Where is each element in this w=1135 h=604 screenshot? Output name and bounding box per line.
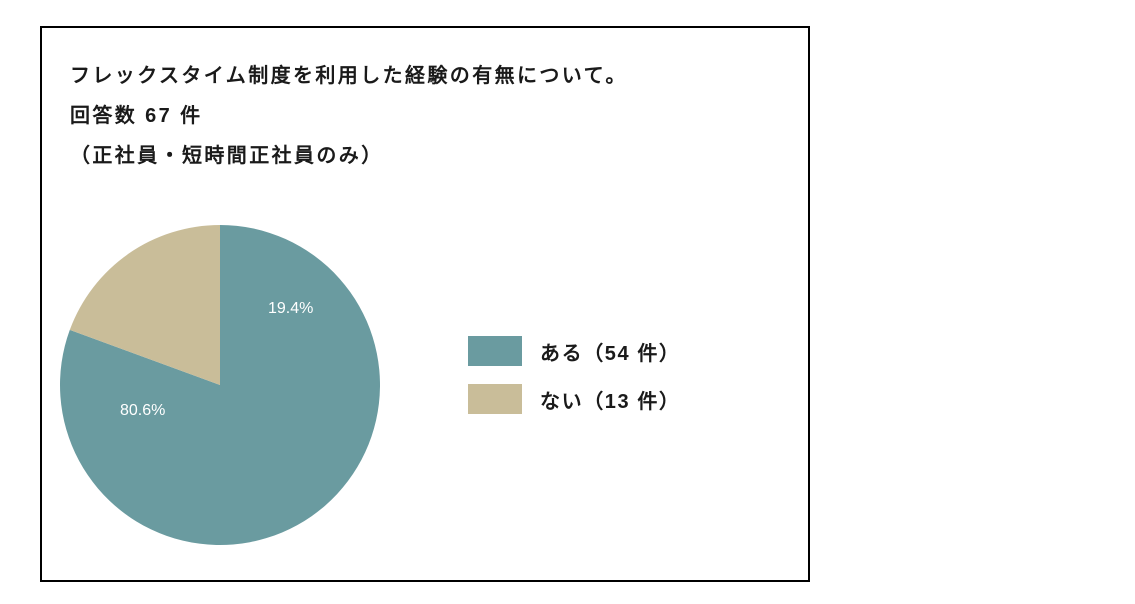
canvas: フレックスタイム制度を利用した経験の有無について。 回答数 67 件 （正社員・… (0, 0, 1135, 604)
chart-legend: ある（54 件） ない（13 件） (468, 336, 681, 414)
legend-label: ある（54 件） (540, 337, 681, 366)
chart-title-line-2: 回答数 67 件 (70, 96, 628, 136)
pie-chart (58, 223, 382, 547)
legend-label: ない（13 件） (540, 385, 681, 414)
legend-swatch (468, 384, 522, 414)
chart-title-line-1: フレックスタイム制度を利用した経験の有無について。 (70, 56, 628, 96)
legend-item: ある（54 件） (468, 336, 681, 366)
chart-title-line-3: （正社員・短時間正社員のみ） (70, 136, 628, 176)
chart-title-block: フレックスタイム制度を利用した経験の有無について。 回答数 67 件 （正社員・… (70, 56, 628, 176)
pie-slice-label-1: 80.6% (120, 402, 165, 420)
pie-slice-label-2: 19.4% (268, 300, 313, 318)
legend-swatch (468, 336, 522, 366)
legend-item: ない（13 件） (468, 384, 681, 414)
